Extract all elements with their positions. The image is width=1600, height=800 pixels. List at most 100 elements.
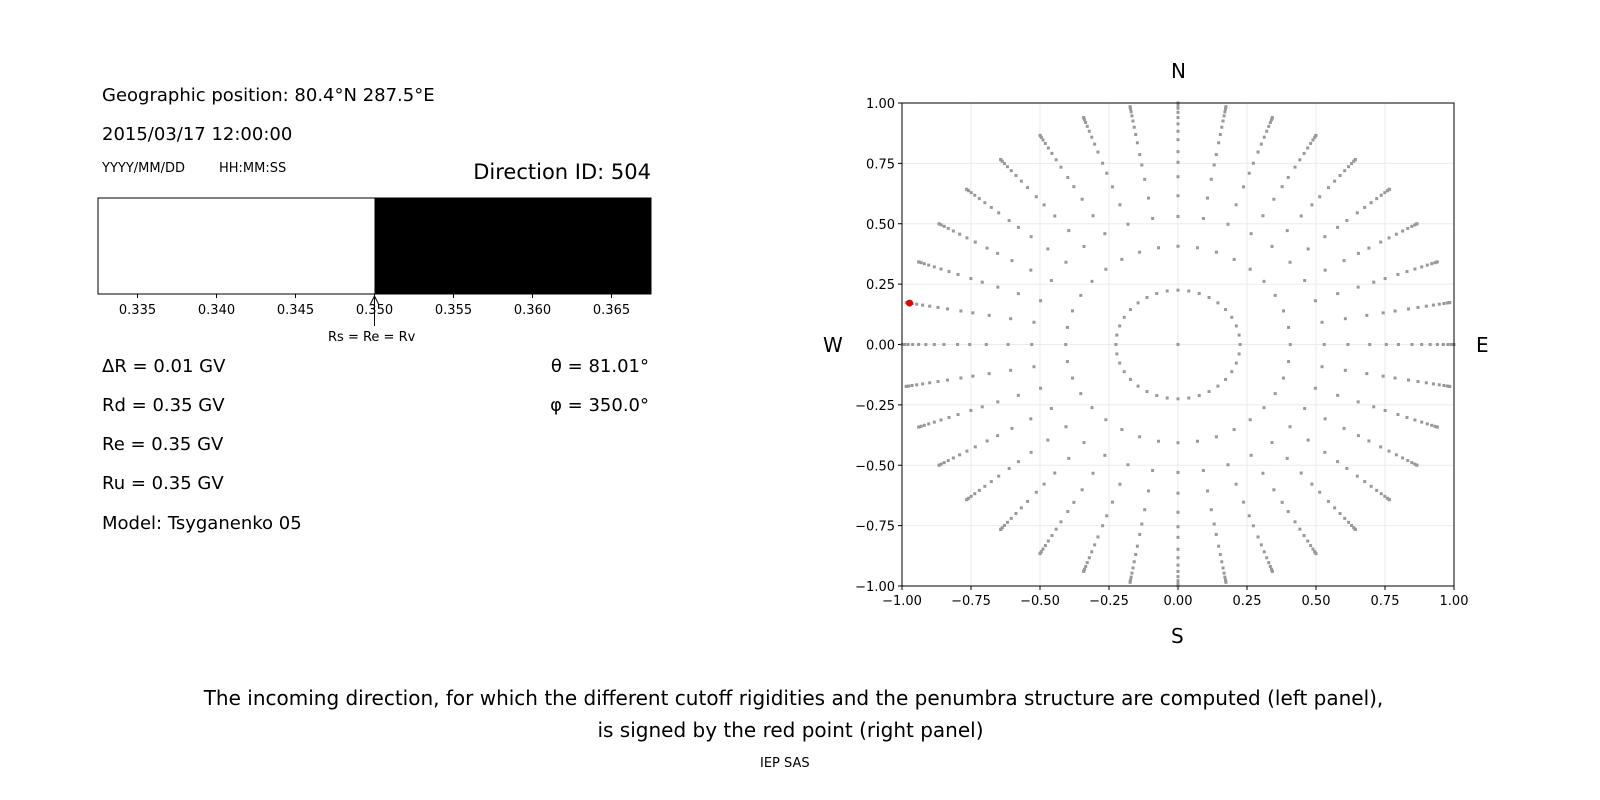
grid-point: [1249, 453, 1253, 457]
compass-s: S: [1171, 624, 1184, 648]
grid-point: [1129, 575, 1133, 579]
grid-point: [1009, 169, 1013, 173]
grid-point: [1379, 193, 1383, 197]
grid-point: [1406, 226, 1410, 230]
grid-point: [1267, 561, 1271, 565]
grid-point: [1218, 552, 1222, 556]
grid-point: [1326, 186, 1330, 190]
grid-point: [1096, 150, 1100, 154]
grid-point: [936, 305, 940, 309]
grid-point: [1230, 370, 1234, 374]
grid-point: [1131, 119, 1135, 123]
grid-point: [1285, 229, 1289, 233]
grid-point: [1416, 305, 1420, 309]
grid-point: [1085, 561, 1089, 565]
grid-point: [1306, 146, 1310, 150]
grid-point: [958, 453, 962, 457]
grid-point: [1232, 257, 1236, 261]
grid-point: [1314, 133, 1318, 137]
grid-point: [1226, 463, 1230, 467]
grid-point: [1336, 460, 1340, 464]
grid-point: [1176, 535, 1180, 539]
grid-point: [1288, 425, 1292, 429]
grid-point: [1034, 490, 1038, 494]
grid-point: [1299, 214, 1303, 218]
grid-point: [1383, 277, 1387, 281]
grid-point: [1435, 260, 1439, 264]
grid-point: [1428, 343, 1432, 346]
time-format-label: HH:MM:SS: [219, 161, 287, 176]
x-tick-label: −0.25: [1089, 594, 1129, 609]
grid-point: [989, 205, 993, 209]
grid-point: [1293, 520, 1297, 524]
grid-point: [1442, 301, 1446, 305]
grid-point: [1416, 380, 1420, 384]
grid-point: [1368, 343, 1372, 346]
grid-point: [1118, 482, 1122, 486]
grid-point: [1280, 185, 1284, 189]
grid-point: [927, 263, 931, 267]
grid-point: [1288, 343, 1292, 346]
grid-point: [965, 187, 969, 191]
grid-point: [1041, 138, 1045, 142]
grid-point: [1413, 418, 1417, 422]
grid-point: [1394, 232, 1398, 236]
grid-point: [1067, 456, 1071, 460]
grid-point: [1238, 343, 1242, 346]
grid-point: [1029, 417, 1033, 421]
grid-point: [967, 496, 971, 500]
grid-point: [1413, 223, 1417, 227]
grid-point: [1050, 534, 1054, 538]
grid-point: [1407, 378, 1411, 382]
grid-point: [1176, 106, 1180, 110]
grid-point: [1259, 543, 1263, 547]
grid-point: [1234, 361, 1238, 365]
y-tick-label: −0.50: [855, 459, 895, 474]
grid-point: [922, 262, 926, 266]
grid-point: [983, 201, 987, 205]
grid-point: [1313, 299, 1317, 303]
grid-point: [921, 303, 925, 307]
direction-scatter: −1.00−1.00 −0.75 −0.75 −0.50 −0.50 −0.25 −0.25…: [855, 97, 1468, 609]
arrow-label: Rs = Re = Rv: [328, 330, 416, 345]
grid-point: [1084, 121, 1088, 125]
grid-point: [1326, 499, 1330, 503]
grid-point: [1318, 490, 1322, 494]
grid-point: [1176, 215, 1180, 219]
grid-point: [1313, 386, 1317, 390]
grid-point: [1066, 175, 1070, 179]
grid-point: [996, 400, 1000, 404]
credit: IEP SAS: [760, 756, 810, 771]
grid-point: [1224, 377, 1228, 381]
grid-point: [936, 380, 940, 384]
grid-point: [1446, 343, 1450, 346]
grid-point: [1120, 257, 1124, 261]
grid-point: [1387, 236, 1391, 240]
ru-value: Ru = 0.35 GV: [102, 473, 224, 494]
grid-point: [1014, 512, 1018, 516]
grid-point: [1381, 311, 1385, 315]
grid-point: [1206, 489, 1210, 493]
grid-point: [1039, 135, 1043, 139]
grid-point: [1280, 500, 1284, 504]
grid-point: [1157, 439, 1161, 443]
grid-point: [1217, 544, 1221, 548]
penumbra-strip: 0.335 0.340 0.345 0.350 0.355 0.360 0.365: [97, 197, 652, 326]
grid-point: [1128, 377, 1132, 381]
grid-point: [917, 260, 921, 264]
grid-point: [1413, 267, 1417, 271]
grid-point: [1363, 205, 1367, 209]
grid-point: [1214, 435, 1218, 439]
grid-point: [1311, 138, 1315, 142]
grid-point: [1345, 466, 1349, 470]
grid-point: [1176, 582, 1180, 586]
grid-point: [1242, 185, 1246, 189]
strip-segment: [374, 198, 651, 294]
grid-point: [1059, 165, 1063, 169]
grid-point: [1143, 508, 1147, 512]
grid-point: [1287, 360, 1291, 364]
grid-point: [919, 424, 923, 428]
grid-point: [1136, 384, 1140, 388]
re-value: Re = 0.35 GV: [102, 434, 224, 455]
grid-point: [1320, 320, 1324, 324]
